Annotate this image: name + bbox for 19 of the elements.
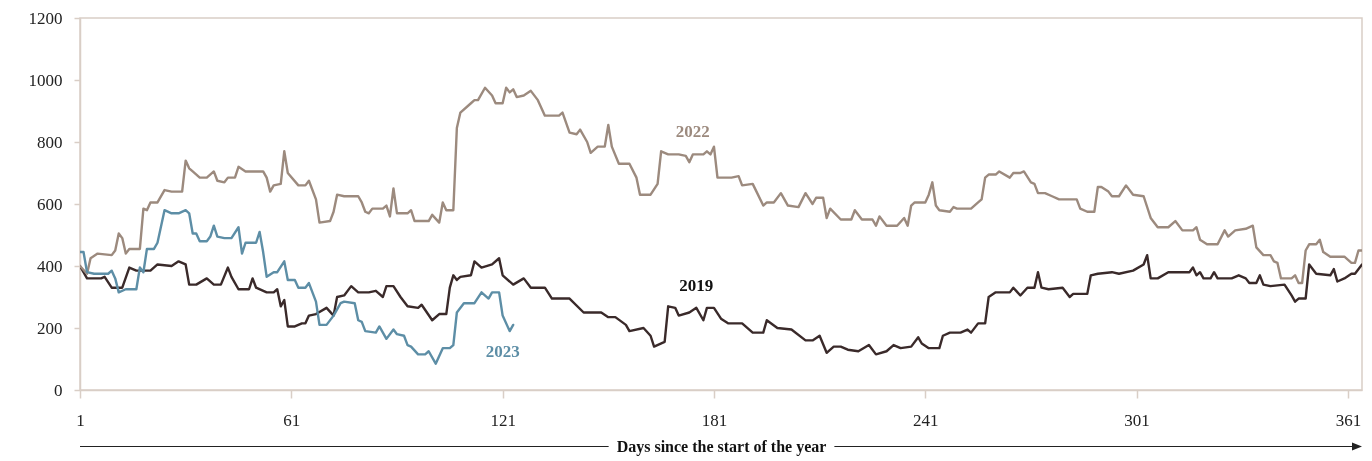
series-label: 2023 (485, 341, 520, 361)
x-tick-label: 241 (913, 410, 939, 430)
y-tick-label: 800 (37, 132, 63, 152)
y-tick-label: 600 (37, 194, 63, 214)
x-tick-label: 181 (701, 410, 728, 430)
y-tick-label: 1000 (28, 70, 63, 90)
x-tick-label: 361 (1335, 410, 1362, 430)
x-tick-label: 121 (490, 410, 516, 430)
y-tick-label: 0 (54, 380, 63, 400)
series-label: 2019 (679, 275, 714, 295)
x-tick-label: 1 (76, 410, 85, 430)
series-label: 2022 (675, 122, 710, 142)
x-tick-label: 301 (1124, 410, 1150, 430)
y-tick-label: 200 (37, 318, 63, 338)
x-tick-label: 61 (283, 410, 301, 430)
y-tick-label: 1200 (28, 8, 63, 28)
line-series (80, 253, 1362, 356)
x-axis-title: Days since the start of the year (616, 437, 827, 456)
y-tick-label: 400 (37, 256, 63, 276)
